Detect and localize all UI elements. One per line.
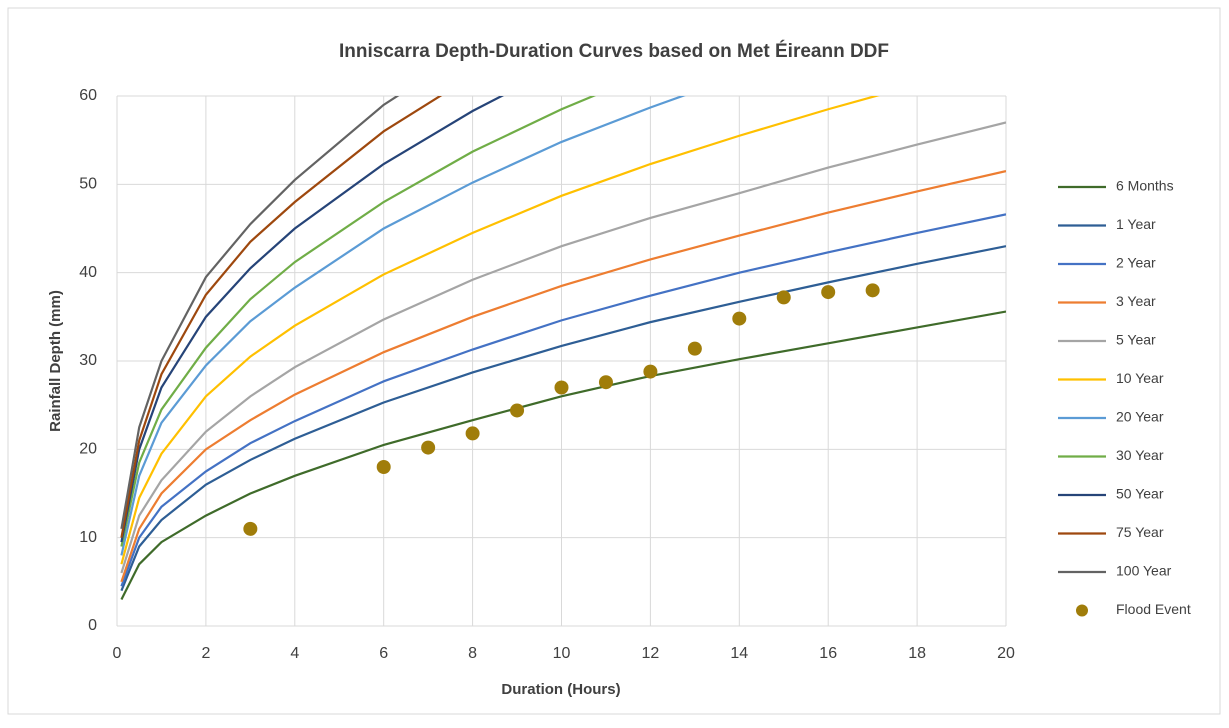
series-line <box>120 96 597 547</box>
x-tick-label: 20 <box>997 645 1015 662</box>
data-point <box>643 364 658 379</box>
y-tick-label: 10 <box>79 529 97 546</box>
data-point <box>865 283 880 298</box>
data-point <box>821 285 836 300</box>
series-line <box>120 310 1006 600</box>
y-tick-label: 20 <box>79 441 97 458</box>
series-line <box>120 245 1006 592</box>
data-point <box>243 521 258 536</box>
x-tick-label: 0 <box>113 645 122 662</box>
plot-area <box>120 96 1006 600</box>
chart-title: Inniscarra Depth-Duration Curves based o… <box>339 40 889 62</box>
legend-label: 10 Year <box>1116 370 1164 386</box>
data-point <box>598 375 613 390</box>
x-tick-label: 14 <box>730 645 748 662</box>
legend-marker <box>1076 604 1088 617</box>
y-tick-label: 50 <box>79 176 97 193</box>
y-tick-label: 40 <box>79 264 97 281</box>
x-tick-label: 4 <box>290 645 299 662</box>
y-tick-label: 30 <box>79 352 97 369</box>
data-point <box>732 311 747 326</box>
series-line <box>120 213 1006 587</box>
x-tick-label: 8 <box>468 645 477 662</box>
data-point <box>510 403 525 418</box>
legend-label: 6 Months <box>1116 178 1174 194</box>
x-tick-label: 6 <box>379 645 388 662</box>
series-line <box>120 96 880 565</box>
x-tick-label: 16 <box>819 645 837 662</box>
x-tick-label: 12 <box>642 645 660 662</box>
series-line <box>120 170 1006 583</box>
y-tick-label: 0 <box>88 617 97 634</box>
legend-label: 1 Year <box>1116 216 1156 232</box>
series-line <box>120 96 443 538</box>
data-point <box>376 460 391 474</box>
data-point <box>687 341 702 356</box>
legend-label: 3 Year <box>1116 293 1156 309</box>
data-point <box>776 290 791 305</box>
legend-label: 30 Year <box>1116 447 1164 463</box>
legend-label: 100 Year <box>1116 563 1172 579</box>
x-tick-label: 10 <box>553 645 571 662</box>
x-axis-label: Duration (Hours) <box>501 681 620 698</box>
legend-label: 75 Year <box>1116 524 1164 540</box>
grid <box>116 95 1007 627</box>
legend-label: 50 Year <box>1116 486 1164 502</box>
data-point <box>421 440 436 455</box>
data-point <box>554 380 569 395</box>
y-tick-label: 60 <box>79 87 97 104</box>
x-tick-label: 2 <box>201 645 210 662</box>
data-point <box>465 426 480 441</box>
legend-label: Flood Event <box>1116 601 1191 617</box>
legend-label: 5 Year <box>1116 332 1156 348</box>
legend-label: 20 Year <box>1116 409 1164 425</box>
y-axis-label: Rainfall Depth (mm) <box>47 290 64 432</box>
series-line <box>120 96 505 543</box>
series-line <box>120 96 686 556</box>
legend-label: 2 Year <box>1116 255 1156 271</box>
series-line <box>120 121 1006 574</box>
series-line <box>120 96 400 530</box>
x-tick-label: 18 <box>908 645 926 662</box>
